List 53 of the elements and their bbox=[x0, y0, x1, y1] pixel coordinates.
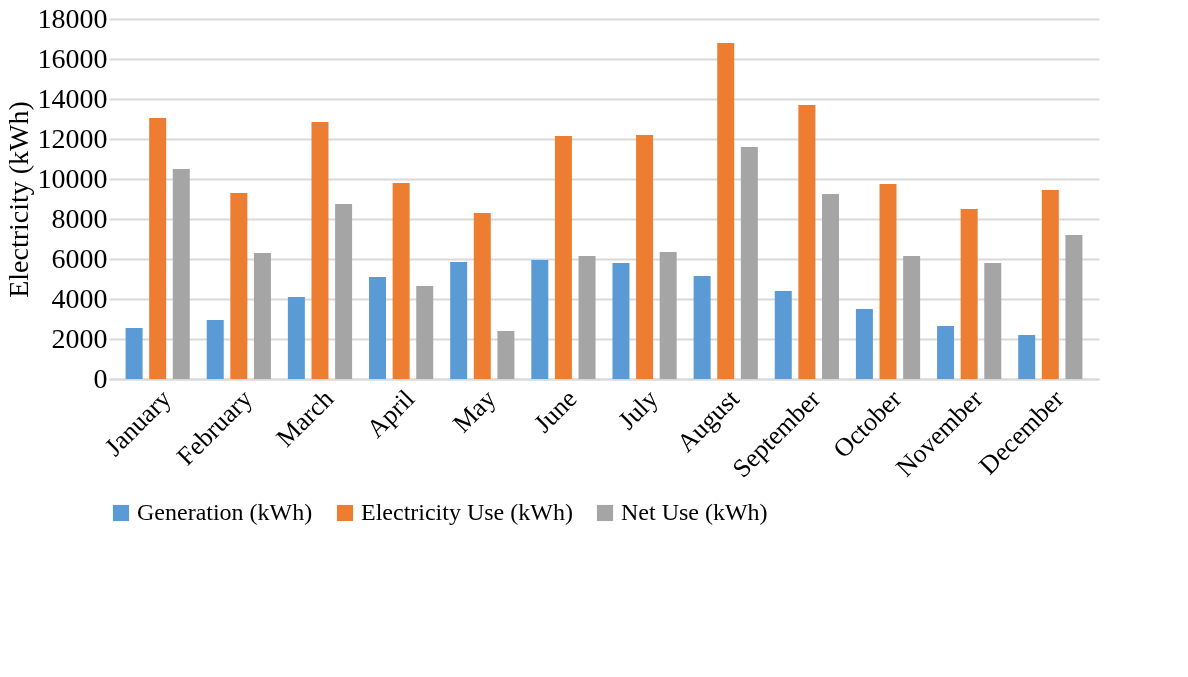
bar bbox=[1041, 190, 1059, 379]
y-tick-label: 2000 bbox=[51, 322, 108, 354]
x-tick-label: May bbox=[447, 384, 502, 439]
legend-label: Net Use (kWh) bbox=[621, 499, 768, 525]
x-tick-label: June bbox=[528, 384, 583, 439]
bar bbox=[984, 263, 1002, 379]
bar bbox=[693, 276, 711, 379]
y-tick-label: 12000 bbox=[37, 122, 108, 154]
bar bbox=[369, 277, 387, 379]
bar bbox=[612, 263, 630, 379]
bar bbox=[172, 169, 190, 379]
y-tick-label: 0 bbox=[93, 362, 108, 394]
x-tick-label: July bbox=[612, 384, 664, 436]
bar bbox=[717, 43, 735, 379]
bar bbox=[659, 252, 677, 379]
bar bbox=[531, 260, 549, 379]
bar bbox=[125, 328, 143, 379]
y-tick-label: 18000 bbox=[37, 2, 108, 34]
y-tick-label: 4000 bbox=[51, 282, 108, 314]
y-axis-title: Electricity (kWh) bbox=[2, 101, 34, 298]
bar bbox=[554, 136, 572, 379]
bar bbox=[206, 320, 224, 379]
bar bbox=[1018, 335, 1036, 379]
legend-label: Electricity Use (kWh) bbox=[361, 499, 573, 525]
bar bbox=[450, 262, 468, 379]
bar bbox=[855, 309, 873, 379]
bar bbox=[287, 297, 305, 379]
bar bbox=[740, 147, 758, 379]
bar bbox=[636, 135, 654, 379]
bar bbox=[473, 213, 491, 379]
bar bbox=[903, 256, 921, 379]
bar bbox=[960, 209, 978, 379]
bar bbox=[392, 183, 410, 379]
legend-label: Generation (kWh) bbox=[137, 499, 313, 525]
bar bbox=[335, 204, 353, 379]
bar bbox=[937, 326, 955, 379]
bar bbox=[879, 184, 897, 379]
bar bbox=[253, 253, 271, 379]
bar bbox=[578, 256, 596, 379]
bar bbox=[821, 194, 839, 379]
y-tick-label: 14000 bbox=[37, 82, 108, 114]
bar bbox=[497, 331, 515, 379]
y-tick-label: 6000 bbox=[51, 242, 108, 274]
bar bbox=[1065, 235, 1083, 379]
bar bbox=[798, 105, 816, 379]
y-tick-label: 16000 bbox=[37, 42, 108, 74]
y-tick-label: 8000 bbox=[51, 202, 108, 234]
bar bbox=[230, 193, 248, 379]
bar bbox=[149, 118, 167, 379]
y-tick-label: 10000 bbox=[37, 162, 108, 194]
bar bbox=[774, 291, 792, 379]
bar bbox=[311, 122, 329, 379]
bar bbox=[416, 286, 434, 379]
